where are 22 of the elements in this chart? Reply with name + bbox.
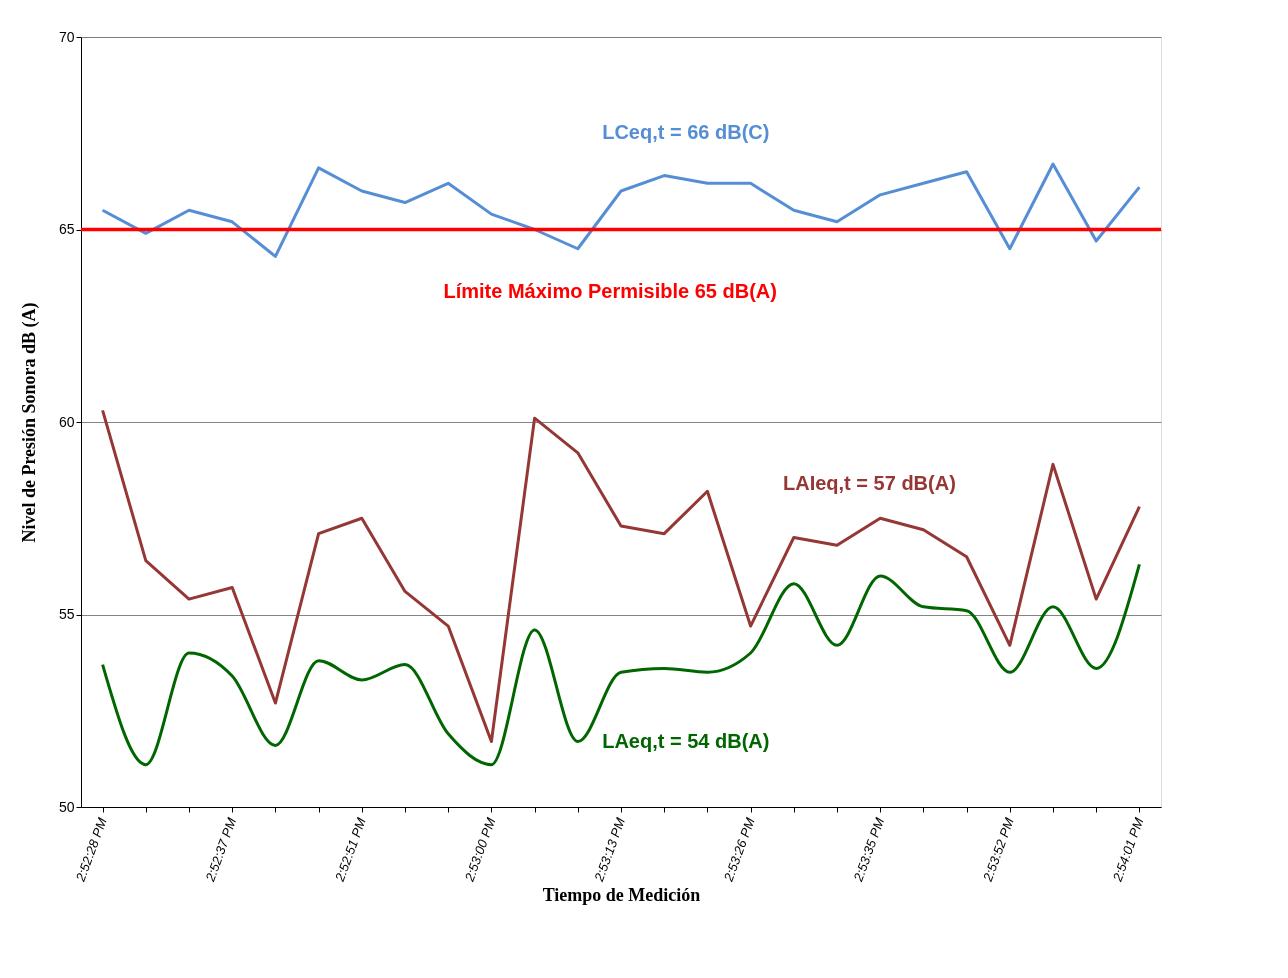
x-tick-label: 2:54:01 PM xyxy=(1109,815,1147,885)
x-tick-label: 2:53:00 PM xyxy=(461,815,499,885)
x-tick-label: 2:53:13 PM xyxy=(590,815,629,885)
series-label: LAIeq,t = 57 dB(A) xyxy=(783,471,956,494)
x-tick-label: 2:52:37 PM xyxy=(202,815,240,885)
y-tick-label: 70 xyxy=(58,28,75,45)
series-label: LAeq,t = 54 dB(A) xyxy=(602,729,770,752)
x-tick-label: 2:53:26 PM xyxy=(720,815,758,885)
x-tick-label: 2:52:51 PM xyxy=(331,815,369,885)
x-tick-label: 2:53:35 PM xyxy=(850,815,888,885)
y-tick-label: 65 xyxy=(58,221,75,237)
ref-line-label: Límite Máximo Permisible 65 dB(A) xyxy=(443,279,777,302)
line-series xyxy=(101,162,1141,258)
y-axis-title: Nivel de Presión Sonora dB (A) xyxy=(18,302,40,543)
line-series xyxy=(101,562,1141,767)
x-tick-label: 2:52:28 PM xyxy=(72,815,110,885)
y-tick-label: 50 xyxy=(58,798,75,815)
text: LCeq,t = 66 dB(C) xyxy=(602,121,770,144)
y-tick-label: 55 xyxy=(58,606,75,622)
y-tick-label: 60 xyxy=(58,413,75,430)
x-axis-title: Tiempo de Medición xyxy=(542,885,701,906)
x-tick-label: 2:53:52 PM xyxy=(979,815,1017,885)
